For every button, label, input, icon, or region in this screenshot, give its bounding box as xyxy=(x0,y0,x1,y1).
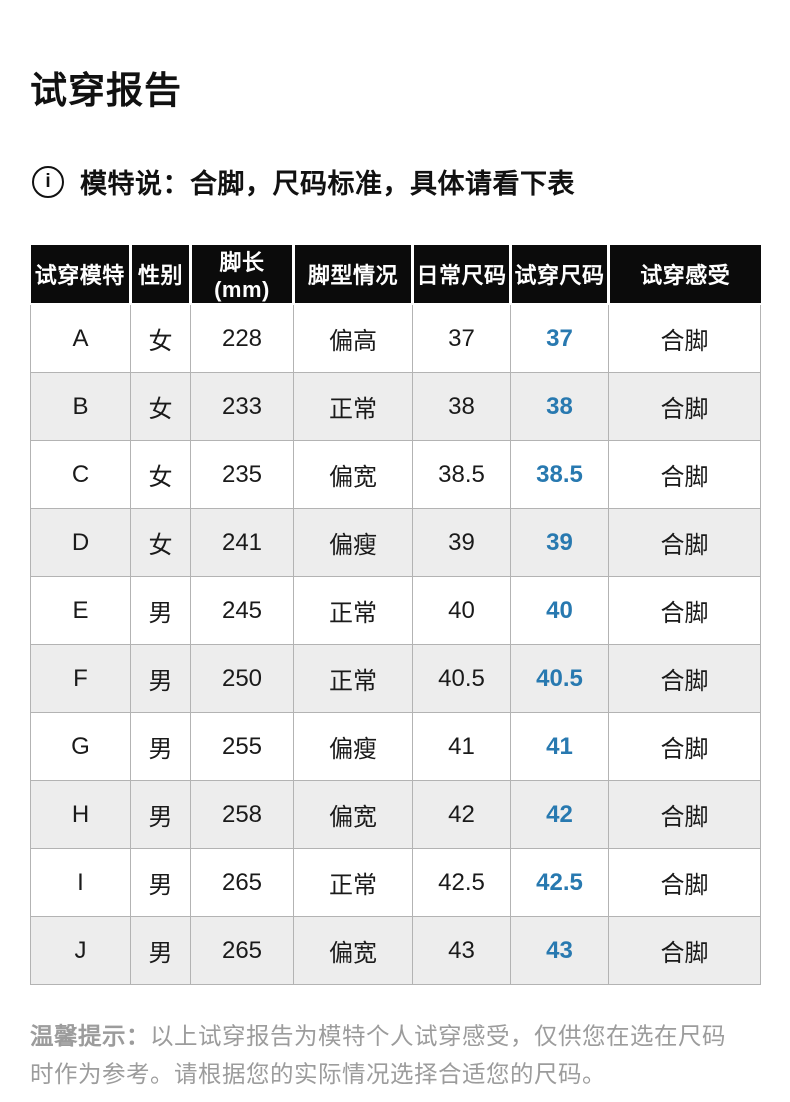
cell-fit-feeling: 合脚 xyxy=(608,576,761,645)
column-header-model: 试穿模特 xyxy=(30,245,131,305)
column-header-tried-size: 试穿尺码 xyxy=(509,245,609,305)
column-header-fit-feeling: 试穿感受 xyxy=(607,245,761,305)
cell-daily-size: 42 xyxy=(412,780,511,849)
cell-daily-size: 38 xyxy=(412,372,511,441)
cell-foot-length-mm: 241 xyxy=(190,508,294,577)
cell-foot-length-mm: 233 xyxy=(190,372,294,441)
cell-model: I xyxy=(30,848,131,917)
notice-text: 模特说：合脚，尺码标准，具体请看下表 xyxy=(80,169,575,199)
cell-foot-type: 偏瘦 xyxy=(293,508,413,577)
cell-gender: 男 xyxy=(130,712,191,781)
cell-foot-type: 偏高 xyxy=(293,303,413,373)
cell-tried-size: 42 xyxy=(510,780,609,849)
cell-gender: 男 xyxy=(130,916,191,985)
cell-fit-feeling: 合脚 xyxy=(608,780,761,849)
cell-tried-size: 40.5 xyxy=(510,644,609,713)
cell-foot-type: 正常 xyxy=(293,576,413,645)
model-notice: i 模特说：合脚，尺码标准，具体请看下表 xyxy=(32,162,790,201)
cell-model: J xyxy=(30,916,131,985)
table-row: G 男 255 偏瘦 41 41 合脚 xyxy=(30,712,761,781)
cell-fit-feeling: 合脚 xyxy=(608,508,761,577)
cell-tried-size: 38.5 xyxy=(510,440,609,509)
footer-tip-text: 以上试穿报告为模特个人试穿感受，仅供您在选在尺码时作为参考。请根据您的实际情况选… xyxy=(30,1023,726,1087)
cell-gender: 男 xyxy=(130,848,191,917)
cell-tried-size: 40 xyxy=(510,576,609,645)
cell-tried-size: 43 xyxy=(510,916,609,985)
cell-fit-feeling: 合脚 xyxy=(608,372,761,441)
cell-tried-size: 42.5 xyxy=(510,848,609,917)
cell-foot-type: 正常 xyxy=(293,644,413,713)
footer-tip-label: 温馨提示： xyxy=(30,1023,150,1049)
column-header-gender: 性别 xyxy=(129,245,191,305)
table-header-row: 试穿模特 性别 脚长(mm) 脚型情况 日常尺码 试穿尺码 试穿感受 xyxy=(30,245,761,305)
cell-daily-size: 39 xyxy=(412,508,511,577)
cell-foot-length-mm: 250 xyxy=(190,644,294,713)
cell-model: F xyxy=(30,644,131,713)
cell-foot-length-mm: 265 xyxy=(190,848,294,917)
cell-daily-size: 43 xyxy=(412,916,511,985)
cell-tried-size: 37 xyxy=(510,303,609,373)
cell-model: H xyxy=(30,780,131,849)
cell-foot-length-mm: 255 xyxy=(190,712,294,781)
table-row: J 男 265 偏宽 43 43 合脚 xyxy=(30,916,761,985)
table-row: E 男 245 正常 40 40 合脚 xyxy=(30,576,761,645)
cell-daily-size: 38.5 xyxy=(412,440,511,509)
cell-daily-size: 41 xyxy=(412,712,511,781)
cell-foot-length-mm: 245 xyxy=(190,576,294,645)
cell-fit-feeling: 合脚 xyxy=(608,303,761,373)
cell-foot-length-mm: 235 xyxy=(190,440,294,509)
fit-report-table: 试穿模特 性别 脚长(mm) 脚型情况 日常尺码 试穿尺码 试穿感受 A 女 228 偏高 37 37… xyxy=(30,245,761,985)
cell-gender: 男 xyxy=(130,576,191,645)
cell-daily-size: 40.5 xyxy=(412,644,511,713)
cell-model: D xyxy=(30,508,131,577)
column-header-foot-type: 脚型情况 xyxy=(292,245,413,305)
cell-tried-size: 41 xyxy=(510,712,609,781)
footer-tip: 温馨提示：以上试穿报告为模特个人试穿感受，仅供您在选在尺码时作为参考。请根据您的… xyxy=(30,1017,742,1093)
page-title: 试穿报告 xyxy=(30,70,182,111)
cell-model: B xyxy=(30,372,131,441)
cell-foot-type: 偏瘦 xyxy=(293,712,413,781)
cell-fit-feeling: 合脚 xyxy=(608,848,761,917)
cell-foot-type: 偏宽 xyxy=(293,780,413,849)
cell-daily-size: 40 xyxy=(412,576,511,645)
cell-gender: 男 xyxy=(130,644,191,713)
column-header-foot-length-mm: 脚长(mm) xyxy=(189,245,294,305)
cell-gender: 女 xyxy=(130,372,191,441)
cell-gender: 男 xyxy=(130,780,191,849)
cell-model: E xyxy=(30,576,131,645)
column-header-daily-size: 日常尺码 xyxy=(411,245,511,305)
cell-gender: 女 xyxy=(130,440,191,509)
cell-foot-type: 偏宽 xyxy=(293,440,413,509)
info-icon: i xyxy=(32,165,64,198)
cell-fit-feeling: 合脚 xyxy=(608,916,761,985)
cell-fit-feeling: 合脚 xyxy=(608,440,761,509)
cell-daily-size: 42.5 xyxy=(412,848,511,917)
cell-foot-length-mm: 228 xyxy=(190,303,294,373)
cell-foot-length-mm: 258 xyxy=(190,780,294,849)
table-row: I 男 265 正常 42.5 42.5 合脚 xyxy=(30,848,761,917)
table-row: A 女 228 偏高 37 37 合脚 xyxy=(30,303,761,373)
table-row: H 男 258 偏宽 42 42 合脚 xyxy=(30,780,761,849)
cell-fit-feeling: 合脚 xyxy=(608,712,761,781)
cell-model: A xyxy=(30,303,131,373)
cell-foot-type: 正常 xyxy=(293,372,413,441)
table-row: D 女 241 偏瘦 39 39 合脚 xyxy=(30,508,761,577)
table-row: C 女 235 偏宽 38.5 38.5 合脚 xyxy=(30,440,761,509)
cell-gender: 女 xyxy=(130,303,191,373)
cell-foot-type: 正常 xyxy=(293,848,413,917)
cell-tried-size: 39 xyxy=(510,508,609,577)
cell-gender: 女 xyxy=(130,508,191,577)
cell-model: C xyxy=(30,440,131,509)
cell-tried-size: 38 xyxy=(510,372,609,441)
cell-foot-length-mm: 265 xyxy=(190,916,294,985)
cell-foot-type: 偏宽 xyxy=(293,916,413,985)
cell-model: G xyxy=(30,712,131,781)
cell-daily-size: 37 xyxy=(412,303,511,373)
cell-fit-feeling: 合脚 xyxy=(608,644,761,713)
table-row: B 女 233 正常 38 38 合脚 xyxy=(30,372,761,441)
table-row: F 男 250 正常 40.5 40.5 合脚 xyxy=(30,644,761,713)
